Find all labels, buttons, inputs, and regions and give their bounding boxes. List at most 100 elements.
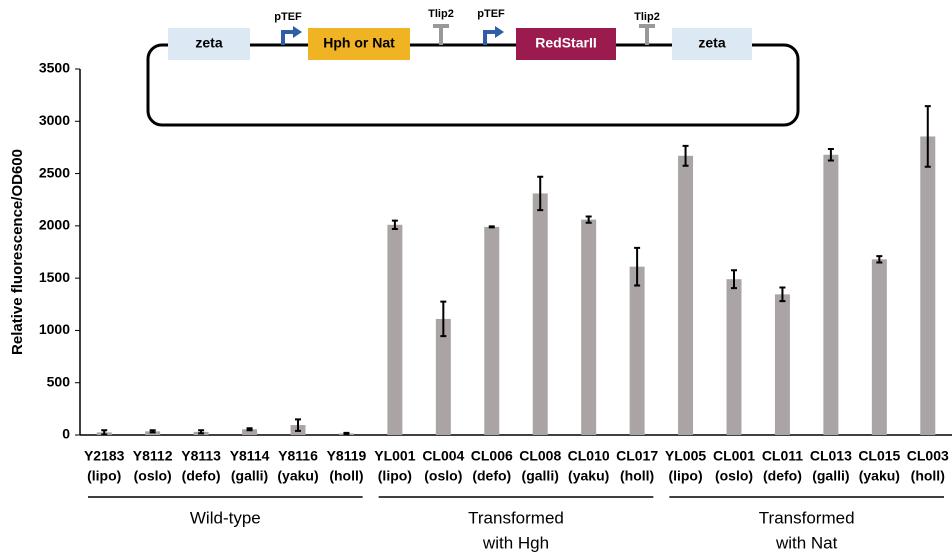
reporter-box — [516, 28, 616, 60]
x-tick-note: (galli) — [812, 468, 849, 484]
terminator-symbol — [433, 24, 449, 45]
terminator-label: Tlip2 — [634, 11, 660, 23]
group-label: Wild-type — [190, 508, 261, 527]
error-bar — [634, 246, 641, 287]
bar — [387, 224, 403, 435]
promoter-label: pTEF — [274, 11, 302, 23]
x-tick-label: CL015 — [858, 448, 900, 464]
bar — [726, 279, 742, 435]
error-bar — [488, 225, 495, 229]
x-tick-note: (yaku) — [859, 468, 900, 484]
bar — [871, 259, 887, 435]
y-tick-label: 3500 — [39, 60, 70, 76]
error-bar — [246, 427, 253, 432]
marker-box — [308, 28, 410, 60]
x-tick-label: CL010 — [568, 448, 610, 464]
bar — [581, 219, 597, 435]
x-tick-label: CL013 — [810, 448, 852, 464]
zeta-box — [168, 28, 250, 60]
error-bar — [876, 255, 883, 264]
bar — [774, 294, 790, 435]
group-label: with Nat — [775, 533, 838, 552]
x-tick-label: YL005 — [665, 448, 706, 464]
error-bar — [537, 175, 544, 212]
x-tick-note: (defo) — [763, 468, 802, 484]
x-tick-note: (oslo) — [424, 468, 462, 484]
x-tick-label: CL006 — [471, 448, 513, 464]
group-label: with Hgh — [482, 533, 549, 552]
x-tick-note: (yaku) — [568, 468, 609, 484]
error-bar — [827, 147, 834, 162]
x-tick-note: (oslo) — [715, 468, 753, 484]
x-tick-note: (lipo) — [378, 468, 412, 484]
x-tick-note: (galli) — [522, 468, 559, 484]
x-tick-label: YL001 — [374, 448, 415, 464]
y-tick-label: 2500 — [39, 164, 70, 180]
x-tick-label: CL008 — [519, 448, 561, 464]
error-bar — [343, 431, 350, 435]
x-tick-note: (lipo) — [87, 468, 121, 484]
y-tick-label: 1500 — [39, 269, 70, 285]
x-tick-label: CL003 — [907, 448, 949, 464]
zeta-label: zeta — [195, 35, 222, 51]
error-bar — [198, 429, 205, 435]
x-tick-label: Y2183 — [84, 448, 125, 464]
y-tick-label: 0 — [62, 426, 70, 442]
zeta-box — [672, 28, 752, 60]
x-tick-label: Y8112 — [133, 448, 173, 464]
x-tick-label: Y8113 — [181, 448, 221, 464]
zeta-label: zeta — [698, 35, 725, 51]
bar — [484, 226, 500, 435]
error-bar — [391, 219, 398, 230]
promoter-arrow — [483, 30, 497, 45]
promoter-label: pTEF — [477, 8, 505, 20]
y-tick-label: 1000 — [39, 321, 70, 337]
terminator-symbol — [639, 24, 655, 45]
x-tick-label: CL017 — [616, 448, 658, 464]
x-tick-note: (lipo) — [668, 468, 702, 484]
error-bar — [585, 215, 592, 224]
error-bar — [149, 429, 156, 434]
x-tick-note: (oslo) — [134, 468, 172, 484]
error-bar — [440, 300, 447, 338]
group-label: Transformed — [759, 508, 855, 527]
reporter-label: RedStarII — [535, 35, 596, 51]
error-bar — [779, 286, 786, 303]
error-bar — [924, 105, 931, 168]
bar — [823, 154, 839, 435]
promoter-arrowhead — [293, 26, 302, 38]
terminator-label: Tlip2 — [428, 8, 454, 20]
y-tick-label: 500 — [47, 373, 71, 389]
x-tick-note: (holl) — [620, 468, 654, 484]
x-tick-note: (holl) — [911, 468, 945, 484]
error-bar — [731, 269, 737, 290]
x-tick-note: (yaku) — [277, 468, 318, 484]
error-bar — [682, 144, 689, 167]
x-tick-label: Y8114 — [230, 448, 270, 464]
plasmid-diagram: zeta pTEF Hph or Nat Tlip2 pTEF RedStarI… — [146, 8, 800, 127]
plasmid-loop — [146, 43, 800, 127]
x-tick-label: CL011 — [762, 448, 803, 464]
x-tick-label: Y8119 — [327, 448, 367, 464]
x-tick-note: (defo) — [182, 468, 221, 484]
promoter-arrow — [281, 30, 295, 45]
x-tick-label: CL004 — [422, 448, 464, 464]
bar — [678, 155, 694, 435]
x-tick-note: (defo) — [472, 468, 511, 484]
error-bar — [295, 418, 301, 432]
group-label: Transformed — [468, 508, 564, 527]
bar — [435, 318, 451, 435]
error-bar — [101, 429, 108, 436]
bar — [920, 136, 936, 435]
marker-label: Hph or Nat — [323, 35, 395, 51]
promoter-arrowhead — [495, 26, 504, 38]
x-tick-note: (galli) — [231, 468, 268, 484]
y-tick-label: 3000 — [39, 112, 70, 128]
y-tick-label: 2000 — [39, 217, 70, 233]
x-tick-label: CL001 — [713, 448, 755, 464]
bar — [532, 193, 548, 435]
y-axis-label: Relative fluorescence/OD600 — [9, 149, 26, 355]
bar — [629, 266, 645, 435]
